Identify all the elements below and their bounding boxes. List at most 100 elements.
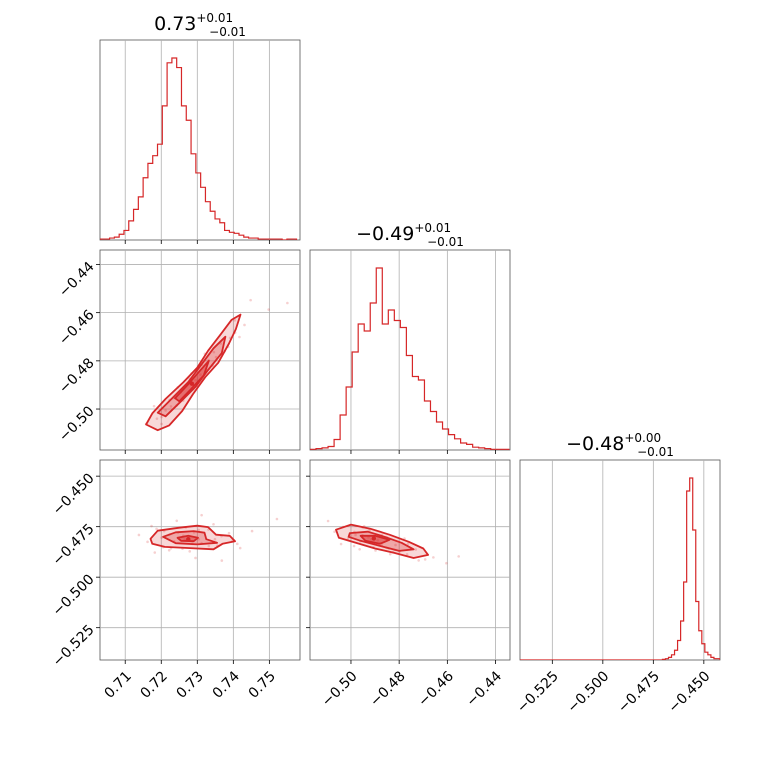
contour-level-2 [156,335,227,418]
scatter-point [194,556,197,560]
scatter-point [267,308,270,311]
ytick-label-p2-0: −0.525 [50,622,98,670]
xtick-label-p1-3: −0.44 [464,668,506,710]
histogram-2 [520,477,720,660]
scatter-point [214,355,218,359]
scatter-point [160,422,163,426]
histogram-step-0 [100,57,298,240]
scatter-point [137,533,141,537]
ytick-label-p2-2: −0.475 [50,521,98,569]
scatter-point [286,301,289,305]
scatter-point [445,561,448,565]
scatter-point [250,529,254,533]
scatter-point [457,555,460,558]
panel-hist-0 [99,39,301,241]
histogram-1 [310,267,510,450]
scatter-point [155,417,159,420]
mean-marker [371,536,377,541]
scatter-point [432,556,435,559]
xtick-label-p0-2: 0.73 [174,668,207,701]
panel-hist-1 [309,249,511,451]
ytick-label-p2-1: −0.500 [50,572,98,620]
scatter-point [405,553,409,556]
scatter-point [367,536,370,539]
scatter-point [235,542,239,546]
ytick-label-p1-2: −0.46 [56,307,98,349]
scatter-point [243,323,246,327]
scatter-point [414,548,418,551]
scatter-point [374,549,377,552]
scatter-point [164,409,167,412]
panel-pair-0-2 [99,459,301,661]
mean-marker [186,536,191,542]
scatter-point [199,373,202,376]
scatter-point [358,547,361,551]
scatter-point [207,544,211,548]
scatter-point [376,538,380,542]
scatter-point [213,537,217,541]
ytick-label-p2-3: −0.450 [50,471,98,519]
scatter-point [275,517,279,521]
scatter-point [227,531,231,535]
panel-pair-1-2 [309,459,511,661]
mean-marker [189,381,195,386]
scatter-point [146,540,149,544]
scatter-point [394,543,397,547]
scatter-point [197,528,201,532]
xtick-label-p0-4: 0.75 [246,668,279,701]
scatter-point [153,551,157,554]
scatter-point [233,319,237,322]
xtick-label-p0-1: 0.72 [138,668,171,701]
ytick-label-p1-1: −0.48 [56,355,98,397]
xtick-label-p2-1: −0.500 [564,668,612,716]
histogram-step-2 [520,477,720,660]
scatter-point [238,335,241,339]
title-param-0: 0.73+0.01 −0.01 [154,11,246,39]
histogram-0 [100,57,298,240]
scatter-point [155,527,158,531]
scatter-point [175,519,179,523]
scatter-point [220,559,224,562]
scatter-point [388,552,392,556]
scatter-point [326,519,330,523]
scatter-point [406,542,410,546]
scatter-point [339,542,343,546]
contour-level-3 [174,359,210,403]
scatter-point [249,298,252,302]
histogram-step-1 [310,267,510,450]
scatter-point [194,378,197,382]
scatter-point [200,513,203,517]
xtick-label-p2-3: −0.450 [665,668,713,716]
scatter-point [238,546,242,550]
scatter-point [150,524,153,528]
contours-1-2 [335,523,430,559]
xtick-label-p0-3: 0.74 [210,668,243,701]
scatter-point [333,530,336,534]
contours-0-2 [149,524,237,551]
xtick-label-p1-0: −0.50 [319,668,361,710]
scatter-point [160,415,163,419]
xtick-label-p2-0: −0.525 [514,668,562,716]
contours-0-1 [145,313,242,432]
scatter-point [152,404,156,408]
contour-level-2 [162,530,219,546]
xtick-label-p1-1: −0.48 [367,668,409,710]
panel-pair-0-1 [99,249,301,451]
scatter-point [417,559,420,562]
title-param-1: −0.49+0.01 −0.01 [356,221,464,249]
xtick-label-p0-0: 0.71 [101,668,134,701]
scatter-point [169,405,173,408]
scatter-point [352,544,356,548]
title-param-2: −0.48+0.00 −0.01 [566,431,674,459]
scatter-point [368,529,371,532]
ytick-label-p1-3: −0.44 [56,259,98,301]
scatter-point [167,549,171,552]
scatter-point [354,533,357,537]
ytick-label-p1-0: −0.50 [56,403,98,445]
scatter-point [423,558,427,561]
scatter-point [212,350,216,354]
scatter-point [188,550,192,553]
scatter-point [212,522,215,526]
xtick-label-p2-2: −0.475 [615,668,663,716]
